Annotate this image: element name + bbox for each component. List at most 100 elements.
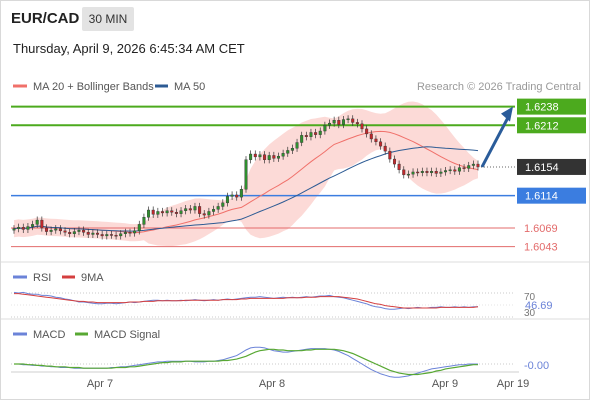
candle-body [235,194,239,198]
candle-body [109,234,113,236]
candle-body [156,211,160,215]
candle-body [471,163,475,166]
support-price-label: 1.6043 [524,242,558,254]
candle-body [230,194,234,197]
ma50-line [13,146,479,232]
candle-body [114,234,118,237]
candle-body [439,171,443,174]
candle-body [77,229,81,232]
candle-body [406,173,410,176]
x-tick-label: Apr 19 [497,378,529,390]
candle-body [12,228,16,231]
candle-body [444,170,448,173]
support-price-label: 1.6069 [524,223,558,235]
candle-body [147,209,151,218]
candle-body [374,138,378,143]
candle-body [63,230,67,233]
candle-body [165,210,169,214]
last-price-tag [517,158,586,175]
candle-body [258,154,262,158]
candle-body [276,155,280,159]
rsi-tick-70: 70 [524,292,536,303]
candle-body [453,169,457,172]
x-tick-label: Apr 9 [432,378,458,390]
candle-body [281,153,285,157]
symbol-title: EUR/CAD [11,10,80,27]
macd-value-label: -0.00 [524,360,549,372]
candle-body [263,154,267,160]
candle-body [392,158,396,165]
candle-body [26,226,30,230]
candle-body [341,119,345,125]
candle-body [314,132,318,135]
candle-body [207,211,211,216]
candle-body [142,217,146,225]
candle-body [105,234,109,237]
resistance-price-tag [517,117,586,134]
candle-body [383,145,387,152]
candle-body [457,167,461,172]
candle-body [133,230,137,234]
candle-body [323,125,327,132]
candle-body [420,171,424,173]
candle-body [96,232,100,235]
rsi-ma-legend-label: 9MA [81,272,104,284]
macd-signal-legend-label: MACD Signal [94,329,160,341]
candle-body [21,227,25,230]
candle-body [430,171,434,173]
macd-legend-label: MACD [33,329,65,341]
rsi-legend-label: RSI [33,272,51,284]
resistance-price-label: 1.6238 [525,102,559,114]
candle-body [290,148,294,151]
rsi-value-label: 46.69 [525,300,553,312]
candle-body [221,202,225,207]
candle-body [286,150,290,154]
datetime-label: Thursday, April 9, 2026 6:45:34 AM CET [13,41,245,56]
candle-body [35,219,39,225]
candle-body [151,209,155,215]
candle-body [123,232,127,234]
candle-body [309,132,313,137]
forecast-arrow-shaft [480,114,511,168]
candle-body [17,227,21,229]
rsi-tick-30: 30 [524,308,536,319]
candle-body [346,118,350,121]
candle-body [239,189,243,198]
candle-body [379,141,383,147]
candle-body [402,169,406,176]
candle-body [295,142,299,149]
candle-body [128,232,132,234]
candle-body [82,229,86,233]
candle-body [448,169,452,172]
credit-label: Research © 2026 Trading Central [417,81,581,93]
pivot-price-tag [517,187,586,204]
candle-body [137,224,141,232]
candle-body [100,234,104,237]
candle-body [119,233,123,237]
candle-body [244,159,248,190]
candle-body [225,196,229,204]
resistance-price-tag [517,98,586,115]
candle-body [351,118,355,123]
candle-body [174,211,178,214]
candle-body [179,210,183,214]
candle-body [369,133,373,140]
candle-body [416,171,420,174]
rsi-line [13,291,478,310]
candle-body [249,153,253,160]
candle-body [300,135,304,143]
candle-body [58,228,62,232]
candle-body [462,167,466,169]
candle-body [44,227,48,232]
interval-button[interactable]: 30 MIN [82,7,134,31]
macd-line [14,346,478,378]
candle-body [267,155,271,160]
candle-body [91,232,95,235]
candle-body [86,232,90,235]
candle-body [318,130,322,135]
candle-body [212,209,216,212]
candle-body [170,210,174,213]
candle-body [425,171,429,173]
candle-body [332,120,336,124]
candle-body [160,211,164,214]
